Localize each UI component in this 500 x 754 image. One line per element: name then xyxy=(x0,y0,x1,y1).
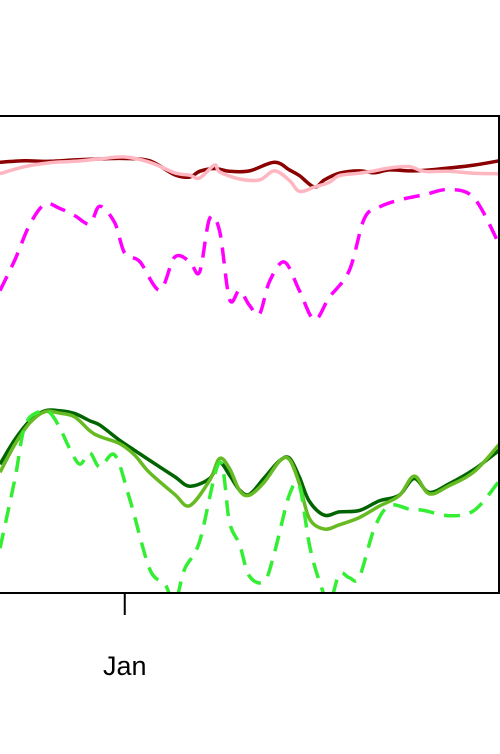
series-line-4 xyxy=(0,408,500,518)
series-line-6 xyxy=(0,408,500,592)
series-line-5 xyxy=(0,409,500,532)
series-line-3 xyxy=(0,187,500,322)
x-tick-label: Jan xyxy=(103,651,147,681)
plot-frame xyxy=(0,115,500,594)
series-line-2 xyxy=(0,155,500,194)
series-layer xyxy=(0,155,500,592)
x-axis: Jan xyxy=(103,593,147,681)
